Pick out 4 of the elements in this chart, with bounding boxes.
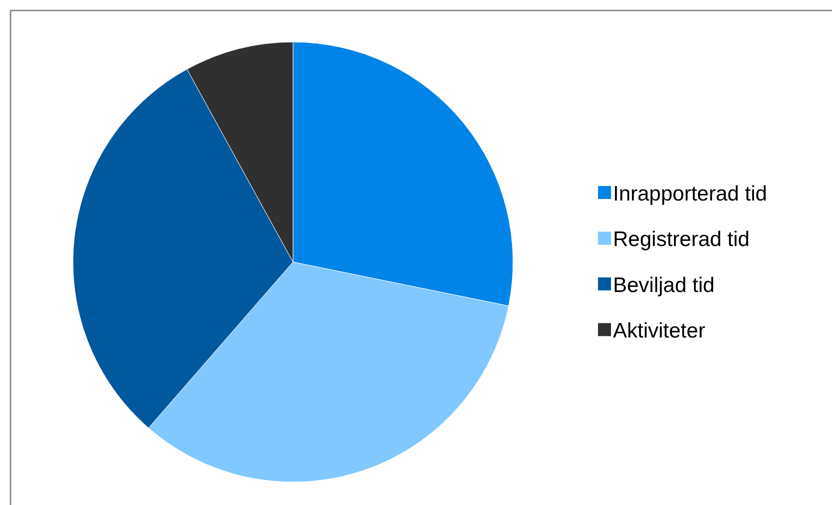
- legend-label: Beviljad tid: [613, 274, 715, 297]
- legend-label: Registrerad tid: [613, 228, 750, 252]
- legend-label: Aktiviteter: [613, 319, 706, 342]
- legend-label: Inrapporterad tid: [613, 182, 768, 206]
